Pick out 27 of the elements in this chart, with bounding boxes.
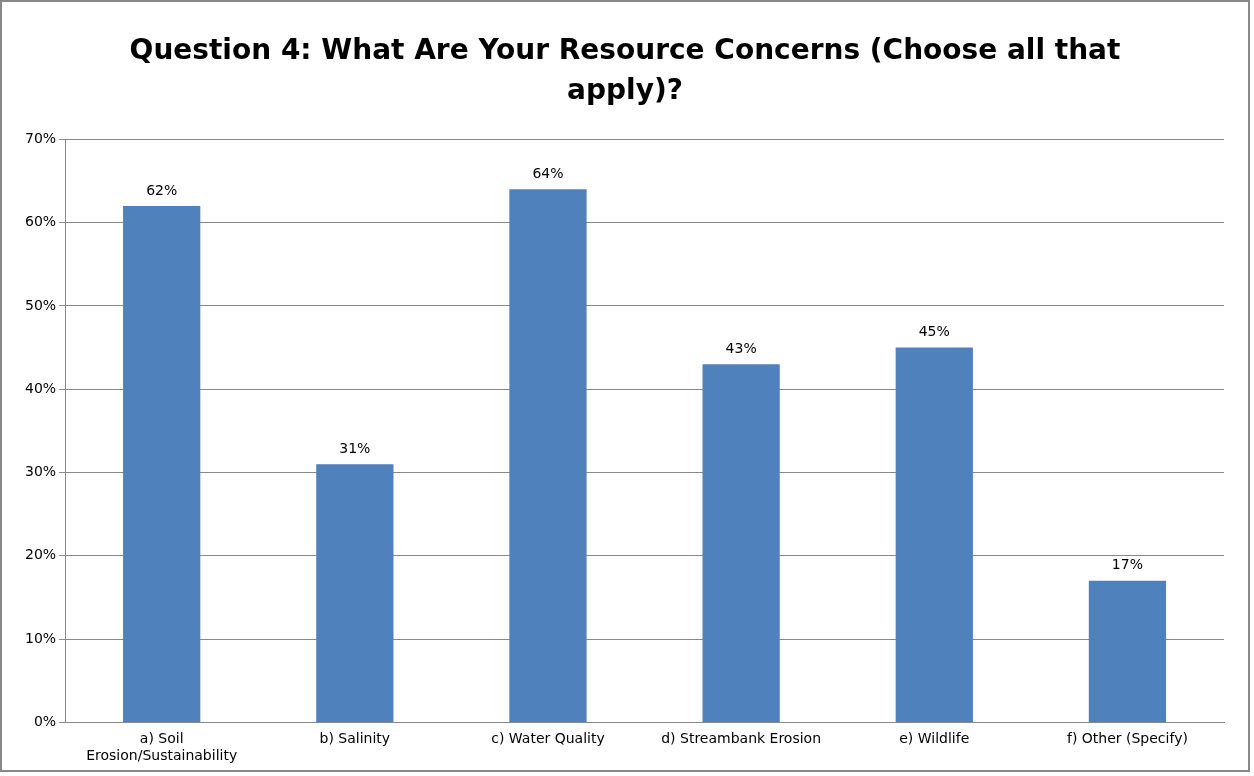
y-tick-label: 10%: [24, 629, 57, 646]
y-tick-label: 60%: [24, 213, 57, 230]
x-tick-label: d) Streambank Erosion: [661, 730, 822, 747]
x-tick-label: a) Soil Erosion/Sustainability: [86, 730, 238, 764]
bar: [509, 189, 587, 722]
data-label: 43%: [725, 339, 757, 356]
x-tick-label: e) Wildlife: [899, 730, 970, 747]
y-tick-label: 40%: [24, 379, 57, 396]
data-label: 62%: [146, 181, 178, 198]
bar: [1088, 580, 1167, 722]
data-label: 45%: [918, 323, 950, 340]
x-tick-label: b) Salinity: [319, 730, 391, 747]
bar: [123, 206, 201, 722]
bar: [316, 464, 394, 722]
y-tick-label: 20%: [24, 546, 57, 563]
x-tick-label: f) Other (Specify): [1066, 730, 1188, 747]
y-tick-label: 50%: [24, 296, 57, 313]
x-tick-label: c) Water Quality: [491, 730, 605, 747]
y-tick-label: 30%: [24, 463, 57, 480]
y-tick-label: 0%: [33, 713, 57, 730]
data-label: 17%: [1111, 556, 1143, 573]
y-tick-label: 70%: [24, 130, 57, 147]
chart-title: Question 4: What Are Your Resource Concerns (Choose all that apply)?: [128, 32, 1122, 108]
data-label: 64%: [532, 165, 564, 182]
bar: [895, 347, 973, 722]
bar: [702, 364, 780, 722]
data-label: 31%: [339, 439, 371, 456]
